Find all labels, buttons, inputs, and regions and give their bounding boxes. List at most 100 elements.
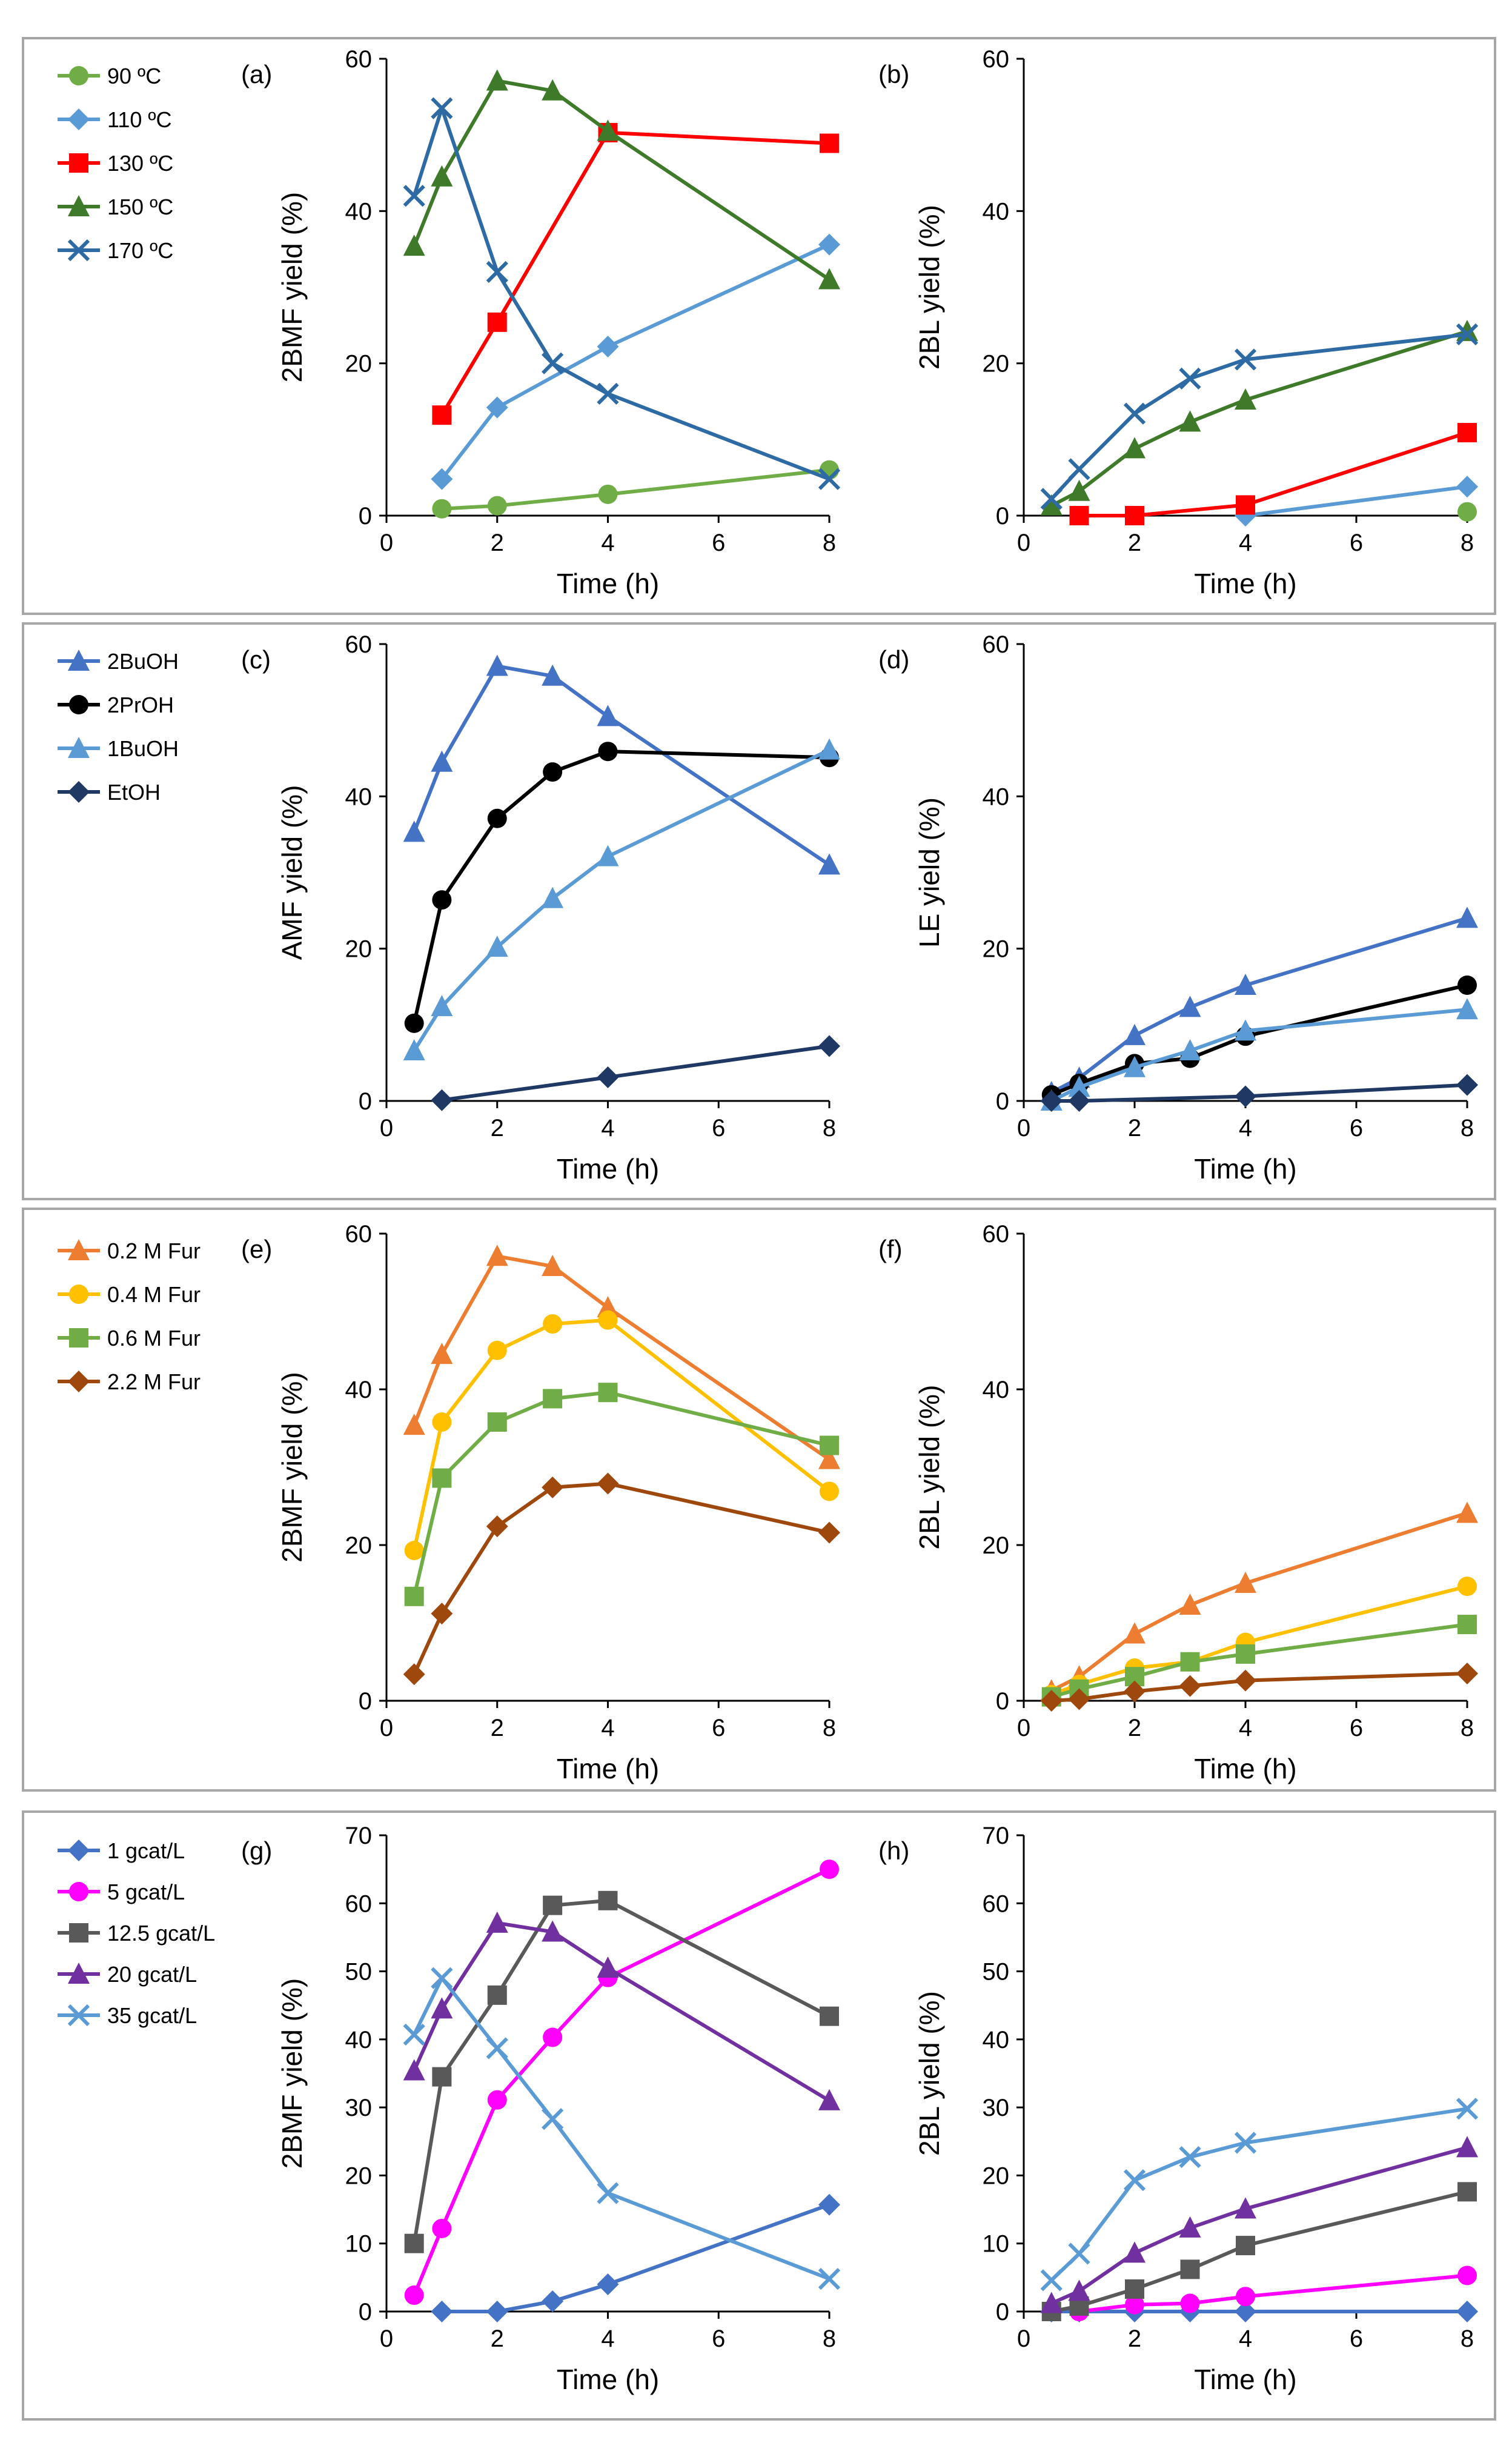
x-tick-label: 8 — [1461, 2325, 1474, 2352]
data-point — [431, 97, 453, 119]
series-line — [1245, 485, 1468, 517]
data-point — [1180, 2259, 1200, 2279]
data-point — [1179, 1039, 1201, 1061]
data-point — [1235, 1085, 1256, 1108]
panel-label: (g) — [241, 1836, 272, 1865]
data-point — [1235, 1571, 1256, 1593]
x-tick-label: 2 — [1128, 2325, 1141, 2352]
legend-label: 0.6 M Fur — [107, 1326, 201, 1351]
x-axis-title: Time (h) — [1194, 1753, 1297, 1784]
x-tick-label: 2 — [1128, 1115, 1141, 1142]
x-axis-title: Time (h) — [1194, 2364, 1297, 2395]
data-point — [1124, 1023, 1146, 1045]
panel-frames — [22, 37, 1496, 2421]
data-point — [1236, 2287, 1255, 2307]
x-tick-label: 6 — [1350, 1715, 1363, 1741]
y-tick-label: 50 — [983, 1959, 1010, 1986]
series-line — [412, 79, 831, 281]
x-tick-label: 2 — [491, 1115, 504, 1142]
data-point — [431, 165, 453, 187]
data-point — [432, 2067, 452, 2087]
y-tick-label: 60 — [345, 1890, 373, 1917]
x-tick-label: 8 — [823, 530, 836, 556]
data-point — [1235, 2301, 1256, 2322]
y-tick-label: 0 — [359, 1088, 372, 1115]
x-tick-label: 6 — [712, 1115, 725, 1142]
data-point — [1124, 1622, 1146, 1644]
data-point — [1068, 1090, 1090, 1112]
series-c-2 — [403, 738, 840, 1061]
y-tick-label: 10 — [345, 2231, 373, 2258]
x-tick-label: 4 — [1239, 530, 1252, 556]
series-f-2 — [1041, 1615, 1477, 1707]
series-e-2 — [404, 1383, 839, 1606]
panel-label: (b) — [878, 60, 909, 88]
legend-label: 1BuOH — [107, 736, 179, 761]
x-tick-label: 0 — [1017, 2325, 1030, 2352]
data-point — [486, 396, 508, 419]
series-f-1 — [1041, 1577, 1477, 1704]
y-tick-label: 70 — [983, 1823, 1010, 1849]
data-point — [431, 1089, 453, 1111]
data-point — [1124, 2241, 1146, 2263]
data-point — [818, 2193, 840, 2216]
series-h-1 — [1069, 2265, 1477, 2321]
data-point — [818, 1448, 840, 1469]
data-point — [487, 496, 507, 516]
legend-label: 90 ºC — [107, 64, 161, 88]
data-point — [597, 119, 619, 141]
y-tick-label: 20 — [345, 1532, 373, 1559]
row-frame-gh — [22, 1810, 1496, 2421]
x-tick-label: 8 — [823, 2325, 836, 2352]
series-g-3 — [403, 1911, 840, 2110]
series-c-3 — [431, 1035, 840, 1111]
data-point — [403, 234, 425, 256]
data-point — [597, 1956, 619, 1978]
x-tick-label: 0 — [380, 530, 393, 556]
y-tick-label: 50 — [345, 1959, 373, 1986]
y-tick-label: 60 — [983, 631, 1010, 658]
x-tick-label: 8 — [823, 1115, 836, 1142]
series-a-0 — [432, 460, 839, 519]
series-d-3 — [1040, 1074, 1478, 1112]
data-point — [1179, 367, 1201, 390]
x-tick-label: 6 — [1350, 1115, 1363, 1142]
x-tick-label: 6 — [1350, 2325, 1363, 2352]
data-point — [431, 468, 453, 490]
x-axis-title: Time (h) — [557, 568, 660, 599]
y-tick-label: 20 — [983, 936, 1010, 963]
data-point — [598, 1383, 618, 1403]
data-point — [1068, 479, 1090, 501]
data-point — [1456, 1663, 1478, 1685]
data-point — [542, 79, 564, 101]
data-point — [1457, 1577, 1477, 1597]
series-b-0 — [1457, 502, 1477, 522]
data-point — [1125, 2279, 1144, 2299]
x-tick-label: 4 — [1239, 1115, 1252, 1142]
y-tick-label: 10 — [983, 2231, 1010, 2258]
data-point — [542, 886, 564, 908]
legend-marker — [68, 195, 90, 216]
y-tick-label: 70 — [345, 1823, 373, 1849]
x-tick-label: 6 — [712, 530, 725, 556]
data-point — [432, 1412, 452, 1432]
y-tick-label: 40 — [345, 1377, 373, 1403]
x-tick-label: 2 — [1128, 530, 1141, 556]
series-line — [442, 468, 830, 511]
x-tick-label: 0 — [1017, 530, 1030, 556]
legend-marker — [69, 1882, 88, 1901]
y-axis-title: 2BMF yield (%) — [276, 1372, 308, 1562]
data-point — [486, 2037, 508, 2059]
data-point — [403, 185, 425, 207]
chart-h: 0 10 20 30 40 50 60 70 0 2 4 6 8 Time (h) 2BL yield (%… — [878, 1823, 1479, 2395]
series-line — [1050, 983, 1468, 1097]
data-point — [487, 2090, 507, 2110]
data-point — [820, 133, 839, 153]
series-line — [1050, 916, 1468, 1094]
legend-marker — [68, 1239, 90, 1260]
y-tick-label: 30 — [983, 2095, 1010, 2121]
series-b-4 — [1040, 323, 1479, 510]
data-point — [1179, 2146, 1201, 2169]
data-point — [1235, 388, 1256, 410]
data-point — [487, 808, 507, 828]
